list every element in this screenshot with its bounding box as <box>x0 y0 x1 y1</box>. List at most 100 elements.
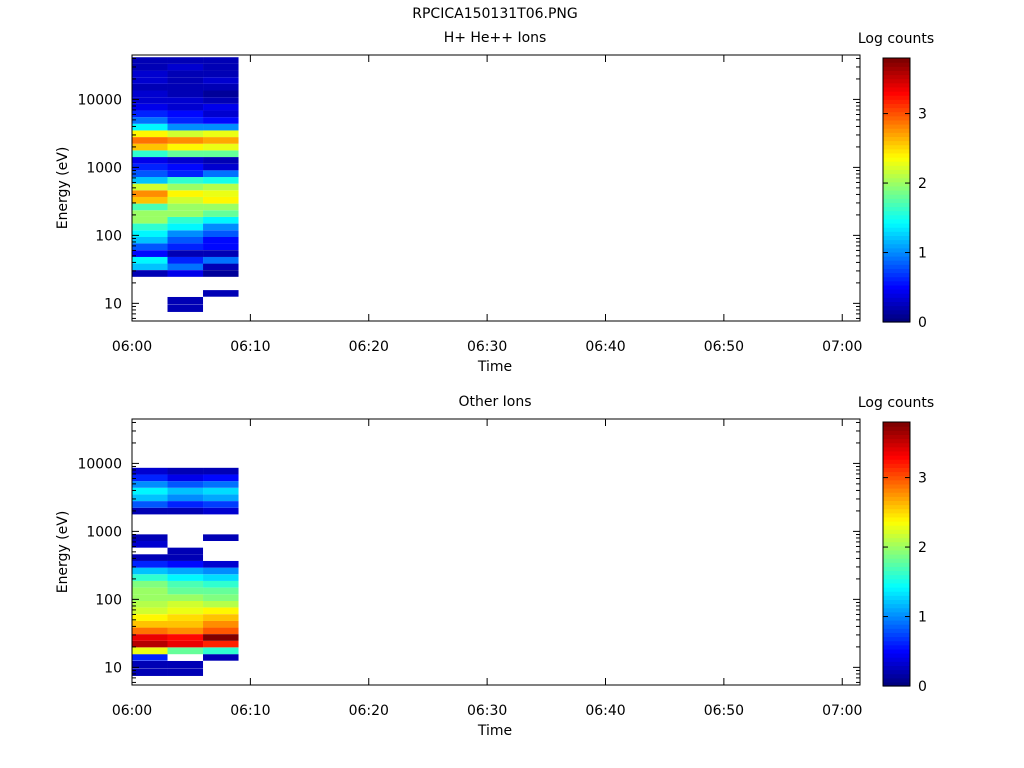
panel-h-he-ions-colorbar-swatch <box>883 305 910 311</box>
panel-h-he-ions-colorbar-swatch <box>883 136 910 142</box>
panel-h-he-ions-colorbar-swatch <box>883 239 910 245</box>
panel-h-he-ions-colorbar-swatch <box>883 99 910 104</box>
panel-other-ions-heatmap-cell <box>203 487 239 495</box>
panel-h-he-ions-heatmap-cell <box>203 250 239 257</box>
panel-h-he-ions-colorbar-swatch <box>883 86 910 92</box>
panel-other-ions-heatmap-cell <box>203 467 239 475</box>
panel-other-ions-heatmap-cell <box>167 547 204 555</box>
panel-other-ions-colorbar-swatch <box>883 669 910 675</box>
panel-other-ions-colorbar-swatch <box>883 434 910 440</box>
panel-other-ions-colorbar-swatch <box>883 611 910 617</box>
panel-h-he-ions-heatmap-cell <box>167 123 204 131</box>
panel-other-ions-colorbar-swatch <box>883 566 910 572</box>
panel-other-ions-heatmap-cell <box>203 634 239 641</box>
panel-other-ions-colorbar-swatch <box>883 512 910 518</box>
panel-h-he-ions-heatmap-cell <box>203 57 239 64</box>
panel-other-ions-colorbar-swatch <box>883 521 910 526</box>
panel-other-ions-x-tick-label: 06:50 <box>704 703 744 719</box>
panel-other-ions-heatmap-cell <box>167 507 204 515</box>
panel-h-he-ions-heatmap-cell <box>203 210 239 217</box>
panel-h-he-ions-colorbar-swatch <box>883 223 910 228</box>
panel-h-he-ions-heatmap-cell <box>132 70 168 78</box>
panel-h-he-ions-heatmap-cell <box>132 157 168 164</box>
panel-h-he-ions-heatmap-cell <box>167 110 204 118</box>
panel-h-he-ions-ylabel: Energy (eV) <box>55 147 71 230</box>
panel-h-he-ions-heatmap-cell <box>132 256 168 264</box>
panel-h-he-ions-x-tick-label: 06:10 <box>230 339 270 355</box>
panel-other-ions-heatmap-cell <box>203 494 239 502</box>
panel-h-he-ions-heatmap-cell <box>132 83 168 91</box>
panel-h-he-ions-colorbar-swatch <box>883 66 910 71</box>
panel-other-ions-heatmap-cell <box>203 647 239 655</box>
panel-h-he-ions-heatmap-cell <box>167 236 204 244</box>
panel-other-ions-heatmap-cell <box>132 554 168 561</box>
panel-other-ions-colorbar-swatch <box>883 500 910 506</box>
panel-other-ions-heatmap-cell <box>167 574 204 581</box>
panel-other-ions-heatmap-cell <box>132 594 168 601</box>
panel-other-ions-colorbar: 0 1 2 3 <box>882 421 927 695</box>
panel-h-he-ions-heatmap-cell <box>203 163 239 171</box>
panel-other-ions-heatmap-cell <box>203 640 239 648</box>
panel-h-he-ions-colorbar-swatch <box>883 173 910 179</box>
panel-h-he-ions-colorbar-swatch <box>883 148 910 154</box>
panel-h-he-ions-colorbar-swatch <box>883 78 910 84</box>
panel-h-he-ions-heatmap-cell <box>203 230 239 237</box>
panel-h-he-ions-colorbar-tick-label: 3 <box>918 107 927 123</box>
panel-other-ions-colorbar-swatch <box>883 653 910 658</box>
panel-h-he-ions-heatmap-cell <box>203 123 239 131</box>
panel-other-ions-heatmap-cell <box>167 560 204 568</box>
panel-h-he-ions-heatmap-cell <box>167 103 204 111</box>
panel-other-ions-colorbar-swatch <box>883 496 910 501</box>
panel-other-ions-heatmap-cell <box>167 640 204 648</box>
panel-h-he-ions-y-tick-label: 10 <box>104 296 122 312</box>
panel-other-ions-heatmap-cell <box>203 574 239 581</box>
panel-h-he-ions-heatmap-cell <box>132 117 168 124</box>
panel-h-he-ions-colorbar-swatch <box>883 268 910 274</box>
panel-h-he-ions-colorbar-swatch <box>883 243 910 249</box>
panel-other-ions-heatmap-cell <box>132 607 168 615</box>
panel-other-ions-colorbar-tick-label: 3 <box>918 471 927 487</box>
panel-other-ions-heatmap-cell <box>132 600 168 608</box>
panel-h-he-ions-title: H+ He++ Ions <box>444 30 547 46</box>
panel-other-ions-colorbar-swatch <box>883 578 910 584</box>
panel-other-ions-heatmap-cell <box>167 594 204 601</box>
panel-h-he-ions-colorbar-tick-label: 0 <box>918 315 927 331</box>
panel-other-ions-colorbar-swatch <box>883 644 910 650</box>
panel-other-ions-colorbar-swatch <box>883 582 910 588</box>
panel-other-ions-heatmap-cell <box>167 474 204 482</box>
panel-other-ions-colorbar-swatch <box>883 562 910 567</box>
panel-other-ions-colorbar-swatch <box>883 479 910 485</box>
panel-other-ions-xlabel: Time <box>477 723 512 739</box>
figure-title: RPCICA150131T06.PNG <box>412 6 577 22</box>
panel-other-ions-heatmap-cell <box>203 481 239 488</box>
panel-other-ions-heatmap-cell <box>132 654 168 661</box>
panel-other-ions-heatmap-cell <box>132 660 168 669</box>
panel-other-ions-colorbar-swatch <box>883 541 910 547</box>
panel-h-he-ions-heatmap-cell <box>203 77 239 84</box>
panel-other-ions-colorbar-swatch <box>883 459 910 464</box>
panel-other-ions-heatmap-cell <box>167 647 204 655</box>
panel-other-ions-colorbar-swatch <box>883 657 910 662</box>
panel-h-he-ions-heatmap-cell <box>167 157 204 164</box>
panel-other-ions-heatmap-cell <box>132 627 168 635</box>
panel-other-ions-y-tick-label: 100 <box>95 592 122 608</box>
panel-other-ions-x-tick-label: 07:00 <box>822 703 862 719</box>
panel-other-ions-heatmap-cell <box>203 600 239 608</box>
panel-other-ions-colorbar-swatch <box>883 529 910 534</box>
panel-h-he-ions-heatmap-cell <box>203 97 239 104</box>
panel-other-ions-heatmap-cell <box>203 627 239 635</box>
panel-h-he-ions-heatmap-cell <box>132 223 168 231</box>
panel-h-he-ions-heatmap-cell <box>203 150 239 158</box>
panel-h-he-ions-colorbar-swatch <box>883 140 910 146</box>
panel-h-he-ions-colorbar-swatch <box>883 198 910 203</box>
panel-h-he-ions-heatmap-cell <box>203 263 239 271</box>
panel-other-ions-heatmap-cell <box>132 574 168 581</box>
panel-h-he-ions-colorbar-swatch <box>883 231 910 236</box>
panel-h-he-ions-x-tick-label: 07:00 <box>822 339 862 355</box>
panel-other-ions-colorbar-swatch <box>883 677 910 683</box>
panel-h-he-ions-colorbar-swatch <box>883 317 910 323</box>
panel-other-ions-heatmap-cell <box>203 507 239 515</box>
panel-h-he-ions-colorbar-swatch <box>883 276 910 282</box>
panel-other-ions-colorbar-swatch <box>883 661 910 666</box>
panel-h-he-ions-colorbar-swatch <box>883 214 910 220</box>
